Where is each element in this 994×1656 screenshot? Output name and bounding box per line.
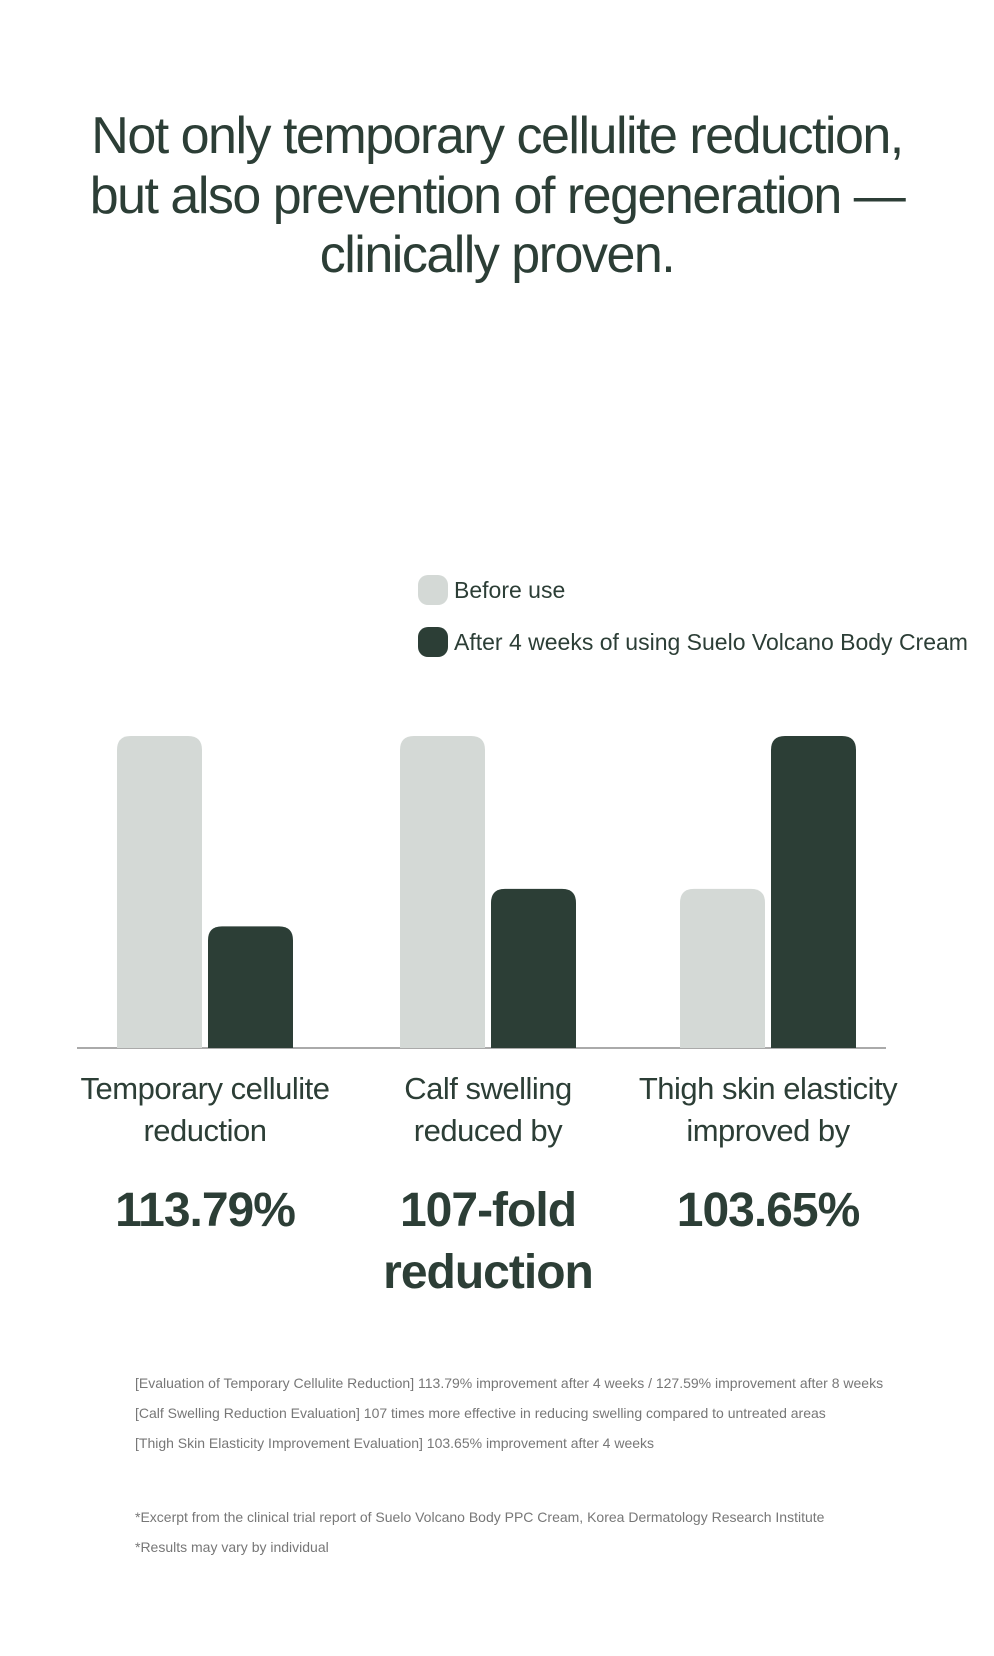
bar (680, 888, 765, 1048)
bar (771, 736, 856, 1048)
legend-label: Before use (454, 576, 566, 603)
bar (117, 736, 202, 1048)
category-label: Temporary cellulite reduction (80, 1071, 330, 1148)
title-line: clinically proven. (319, 226, 676, 284)
legend-swatch (418, 575, 448, 605)
footnote: [Evaluation of Temporary Cellulite Reduc… (135, 1375, 884, 1391)
legend-item: Before use (418, 575, 565, 605)
highlight-value: 107-fold reduction (383, 1184, 594, 1299)
title-line: Not only temporary cellulite reduction, (91, 107, 904, 165)
highlight-value: 113.79% (115, 1184, 296, 1237)
legend-swatch (418, 627, 448, 657)
bar (208, 926, 293, 1048)
bar (491, 888, 576, 1048)
bar (400, 736, 485, 1048)
disclaimer: *Results may vary by individual (135, 1539, 329, 1555)
footnote: [Calf Swelling Reduction Evaluation] 107… (135, 1405, 826, 1421)
legend-item: After 4 weeks of using Suelo Volcano Bod… (418, 627, 968, 657)
disclaimer: *Excerpt from the clinical trial report … (135, 1509, 825, 1525)
highlight-value: 103.65% (676, 1184, 861, 1237)
category-label: Thigh skin elasticity improved by (638, 1071, 898, 1148)
legend-label: After 4 weeks of using Suelo Volcano Bod… (454, 628, 968, 655)
category-label: Calf swelling reduced by (404, 1071, 572, 1148)
footnote: [Thigh Skin Elasticity Improvement Evalu… (135, 1435, 655, 1451)
title-line: but also prevention of regeneration — (89, 167, 906, 225)
